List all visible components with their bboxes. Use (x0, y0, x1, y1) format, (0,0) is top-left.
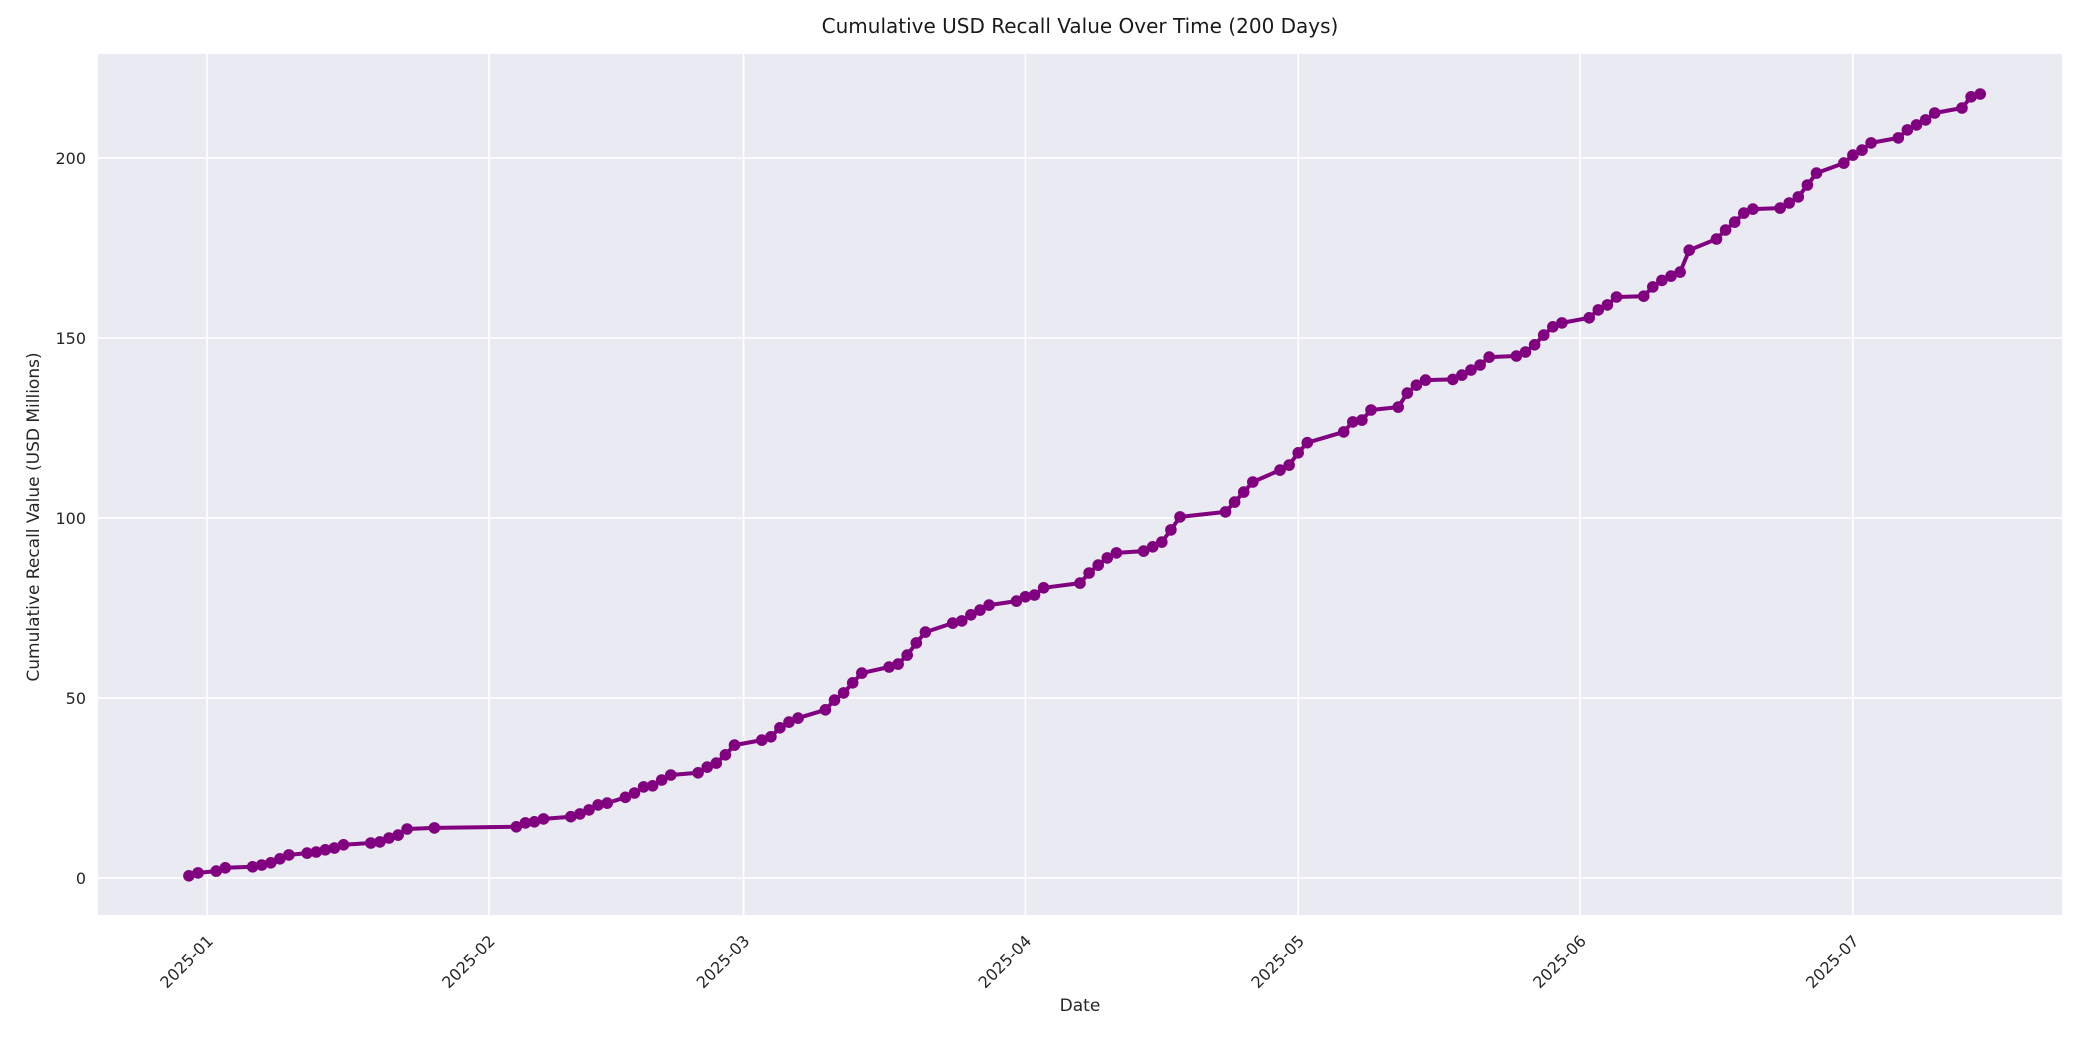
x-axis-label: Date (1059, 996, 1101, 1016)
data-markers (183, 88, 1986, 882)
svg-text:2025-01: 2025-01 (156, 931, 217, 992)
svg-text:2025-06: 2025-06 (1529, 931, 1590, 992)
chart-title: Cumulative USD Recall Value Over Time (2… (821, 14, 1339, 38)
svg-text:50: 50 (66, 689, 86, 708)
svg-text:2025-02: 2025-02 (438, 931, 499, 992)
svg-text:2025-04: 2025-04 (975, 931, 1036, 992)
svg-text:150: 150 (55, 329, 86, 348)
gridlines (98, 54, 2062, 915)
svg-text:100: 100 (55, 509, 86, 528)
x-tick-labels: 2025-01 2025-02 2025-03 2025-04 2025-05 2025-… (156, 931, 1862, 992)
svg-text:0: 0 (76, 869, 86, 888)
y-tick-labels: 0 50 100 150 200 (55, 149, 86, 888)
svg-text:2025-05: 2025-05 (1247, 931, 1308, 992)
y-axis-label: Cumulative Recall Value (USD Millions) (24, 352, 44, 682)
svg-text:2025-03: 2025-03 (693, 931, 754, 992)
svg-text:2025-07: 2025-07 (1802, 931, 1863, 992)
axes-background (98, 54, 2062, 915)
svg-text:200: 200 (55, 149, 86, 168)
